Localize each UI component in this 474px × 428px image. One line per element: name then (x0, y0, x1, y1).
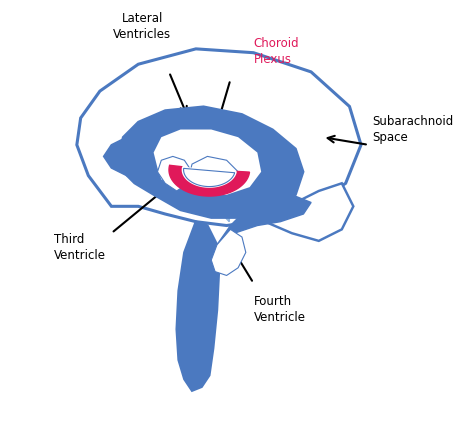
Polygon shape (154, 130, 261, 195)
Polygon shape (183, 168, 235, 187)
Polygon shape (188, 156, 238, 195)
Polygon shape (182, 167, 237, 188)
Polygon shape (177, 222, 219, 391)
Polygon shape (157, 156, 192, 191)
Polygon shape (119, 107, 303, 218)
Polygon shape (77, 49, 361, 226)
Text: Third
Ventricle: Third Ventricle (54, 233, 106, 262)
Text: Fourth
Ventricle: Fourth Ventricle (254, 294, 305, 324)
Text: Choroid
Plexus: Choroid Plexus (254, 37, 299, 66)
Text: Lateral
Ventricles: Lateral Ventricles (113, 12, 171, 41)
Polygon shape (169, 165, 249, 196)
Polygon shape (265, 183, 353, 241)
Polygon shape (211, 229, 246, 276)
Text: Subarachnoid
Space: Subarachnoid Space (373, 115, 454, 144)
Polygon shape (217, 195, 311, 245)
Polygon shape (104, 137, 138, 175)
